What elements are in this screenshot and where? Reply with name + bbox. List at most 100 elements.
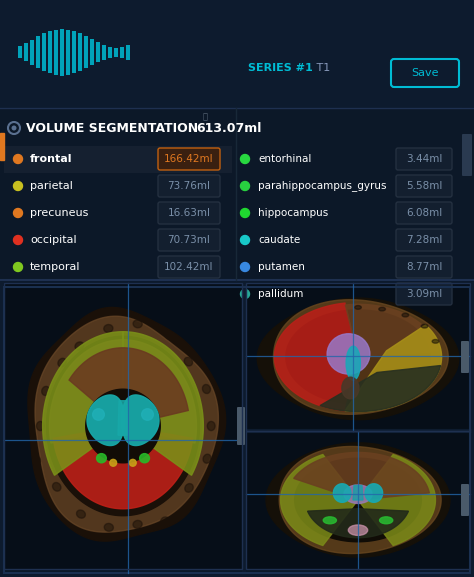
FancyBboxPatch shape bbox=[461, 484, 469, 516]
Polygon shape bbox=[346, 304, 438, 357]
Text: 613.07ml: 613.07ml bbox=[196, 122, 261, 134]
Polygon shape bbox=[273, 299, 448, 414]
FancyBboxPatch shape bbox=[158, 229, 220, 251]
Polygon shape bbox=[69, 348, 188, 426]
FancyBboxPatch shape bbox=[158, 256, 220, 278]
Ellipse shape bbox=[379, 308, 385, 311]
Bar bbox=[18, 46, 22, 58]
Ellipse shape bbox=[97, 454, 106, 463]
Text: 102.42ml: 102.42ml bbox=[164, 262, 214, 272]
Polygon shape bbox=[28, 308, 226, 541]
Ellipse shape bbox=[184, 357, 192, 366]
Circle shape bbox=[13, 155, 22, 163]
Bar bbox=[102, 44, 107, 59]
Polygon shape bbox=[286, 310, 430, 404]
FancyBboxPatch shape bbox=[158, 202, 220, 224]
Bar bbox=[126, 44, 130, 59]
Text: 8.77ml: 8.77ml bbox=[406, 262, 442, 272]
Ellipse shape bbox=[346, 346, 360, 380]
Polygon shape bbox=[86, 389, 160, 463]
Ellipse shape bbox=[104, 324, 113, 332]
Bar bbox=[4, 287, 470, 573]
Bar bbox=[96, 42, 100, 62]
FancyBboxPatch shape bbox=[237, 407, 245, 445]
Bar bbox=[4, 283, 242, 569]
Circle shape bbox=[240, 235, 249, 245]
Polygon shape bbox=[294, 452, 429, 500]
Bar bbox=[246, 431, 470, 569]
Polygon shape bbox=[35, 316, 219, 532]
Bar bbox=[60, 28, 64, 76]
FancyBboxPatch shape bbox=[158, 175, 220, 197]
Polygon shape bbox=[308, 509, 409, 538]
Ellipse shape bbox=[402, 313, 409, 317]
Bar bbox=[42, 33, 46, 71]
Polygon shape bbox=[353, 485, 363, 500]
Bar bbox=[120, 47, 125, 58]
Ellipse shape bbox=[323, 517, 337, 524]
Ellipse shape bbox=[76, 510, 85, 518]
Bar bbox=[0, 0, 474, 115]
Circle shape bbox=[240, 208, 249, 218]
FancyBboxPatch shape bbox=[396, 175, 452, 197]
Text: occipital: occipital bbox=[30, 235, 77, 245]
Text: temporal: temporal bbox=[30, 262, 81, 272]
FancyBboxPatch shape bbox=[396, 283, 452, 305]
Ellipse shape bbox=[348, 525, 368, 535]
Circle shape bbox=[13, 182, 22, 190]
Ellipse shape bbox=[203, 454, 211, 463]
Bar bbox=[30, 39, 35, 65]
Ellipse shape bbox=[110, 459, 117, 466]
FancyBboxPatch shape bbox=[396, 148, 452, 170]
Ellipse shape bbox=[355, 306, 361, 309]
Text: precuneus: precuneus bbox=[30, 208, 88, 218]
Polygon shape bbox=[46, 336, 200, 516]
Ellipse shape bbox=[140, 454, 149, 463]
Ellipse shape bbox=[92, 409, 104, 420]
Text: parahippocampus_gyrus: parahippocampus_gyrus bbox=[258, 181, 386, 192]
Ellipse shape bbox=[104, 523, 113, 531]
Text: VOLUME SEGMENTATION: VOLUME SEGMENTATION bbox=[26, 122, 198, 134]
Bar bbox=[114, 47, 118, 57]
Ellipse shape bbox=[161, 517, 169, 525]
Text: frontal: frontal bbox=[30, 154, 73, 164]
Ellipse shape bbox=[421, 324, 428, 328]
FancyBboxPatch shape bbox=[158, 148, 220, 170]
Bar bbox=[4, 287, 470, 573]
Text: ⓘ: ⓘ bbox=[202, 113, 208, 122]
Ellipse shape bbox=[344, 485, 372, 504]
Polygon shape bbox=[281, 455, 358, 545]
Circle shape bbox=[240, 263, 249, 272]
Text: entorhinal: entorhinal bbox=[258, 154, 311, 164]
Ellipse shape bbox=[432, 339, 439, 343]
Bar bbox=[4, 283, 242, 569]
Polygon shape bbox=[257, 298, 459, 419]
Bar bbox=[66, 29, 71, 74]
Text: parietal: parietal bbox=[30, 181, 73, 191]
Bar bbox=[0, 133, 4, 160]
Circle shape bbox=[13, 235, 22, 245]
Text: 166.42ml: 166.42ml bbox=[164, 154, 214, 164]
Polygon shape bbox=[320, 366, 440, 411]
Ellipse shape bbox=[202, 384, 210, 394]
Bar bbox=[108, 47, 112, 58]
Bar bbox=[246, 283, 470, 431]
FancyBboxPatch shape bbox=[396, 229, 452, 251]
Text: 16.63ml: 16.63ml bbox=[167, 208, 210, 218]
Text: 3.09ml: 3.09ml bbox=[406, 289, 442, 299]
Polygon shape bbox=[274, 303, 358, 411]
Ellipse shape bbox=[380, 517, 393, 524]
FancyBboxPatch shape bbox=[462, 134, 472, 176]
Polygon shape bbox=[345, 325, 442, 411]
Bar bbox=[84, 36, 89, 68]
Text: putamen: putamen bbox=[258, 262, 305, 272]
Polygon shape bbox=[118, 400, 128, 435]
Polygon shape bbox=[123, 332, 203, 475]
Bar bbox=[4, 146, 232, 173]
Bar bbox=[54, 29, 58, 74]
Polygon shape bbox=[49, 340, 197, 443]
Ellipse shape bbox=[327, 334, 370, 374]
Ellipse shape bbox=[33, 456, 41, 465]
Text: 6.08ml: 6.08ml bbox=[406, 208, 442, 218]
Bar bbox=[0, 108, 474, 280]
